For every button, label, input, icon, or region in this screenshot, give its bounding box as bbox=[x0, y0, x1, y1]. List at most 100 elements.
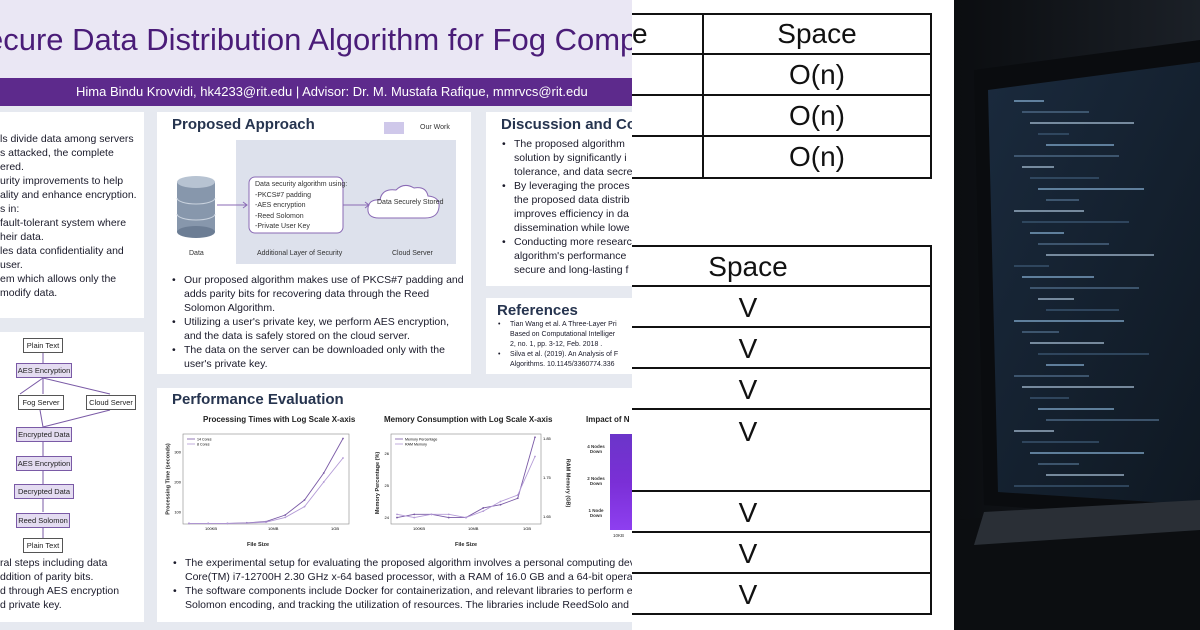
code-line bbox=[1038, 353, 1149, 355]
algorithm-line: -Reed Solomon bbox=[255, 212, 304, 220]
top-table-border bbox=[632, 94, 932, 96]
approach-title: Proposed Approach bbox=[172, 116, 315, 133]
bullet-item: By leveraging the proces the proposed dat… bbox=[500, 179, 632, 235]
data-point bbox=[447, 516, 450, 519]
bullet-line: Algorithms. 10.1145/3360774.336 bbox=[510, 361, 615, 368]
legend-label: Our Work bbox=[420, 124, 450, 131]
bullet-line: Solomon encoding, and tracking the utili… bbox=[185, 599, 632, 611]
cloud-icon bbox=[367, 184, 440, 219]
code-line bbox=[1014, 485, 1129, 487]
bullet-item: The experimental setup for evaluating th… bbox=[171, 556, 632, 584]
code-line bbox=[1022, 441, 1099, 443]
text-line: d private key. bbox=[0, 599, 62, 611]
bottom-table-border bbox=[632, 245, 932, 247]
discussion-title: Discussion and Conc bbox=[501, 116, 632, 133]
data-point bbox=[284, 516, 287, 519]
top-table-cell: O(n) bbox=[789, 141, 845, 172]
bottom-table-border bbox=[632, 326, 932, 328]
y-tick-label: 200 bbox=[174, 480, 181, 485]
data-point bbox=[482, 507, 485, 509]
bullet-item: The software components include Docker f… bbox=[171, 584, 632, 612]
algorithm-line: Data security algorithm using: bbox=[255, 181, 348, 188]
bullet-line: The experimental setup for evaluating th… bbox=[185, 557, 632, 569]
bullet-line: tolerance, and data secre bbox=[514, 166, 632, 178]
chart2-y2label: RAM Memory (GB) bbox=[564, 458, 571, 508]
bullet-line: dissemination while lowe bbox=[514, 222, 630, 234]
bullet-item: Our proposed algorithm makes use of PKCS… bbox=[170, 273, 464, 315]
legend-label: Memory Percentage bbox=[405, 438, 437, 442]
bullet-item: The proposed algorithm solution by signif… bbox=[500, 137, 632, 179]
text-line: d through AES encryption bbox=[0, 585, 120, 597]
legend-swatch bbox=[384, 122, 404, 134]
code-line bbox=[1038, 408, 1114, 410]
text-line: em which allows only the bbox=[0, 273, 117, 285]
bottom-table-border bbox=[632, 531, 932, 533]
bottom-table-border bbox=[930, 245, 932, 615]
code-line bbox=[1046, 144, 1114, 146]
code-line bbox=[1014, 210, 1084, 212]
x-tick-label: 1GB bbox=[331, 526, 339, 531]
y2-tick-label: 1.65 bbox=[543, 514, 552, 519]
code-line bbox=[1014, 375, 1089, 377]
data-point bbox=[499, 500, 502, 503]
flow-node-plain-text-2: Plain Text bbox=[23, 538, 63, 553]
data-point bbox=[430, 513, 433, 516]
bullet-line: Tian Wang et al. A Three-Layer Pri bbox=[510, 321, 617, 328]
bullet-line: Conducting more researc bbox=[514, 236, 632, 248]
data-point bbox=[245, 522, 248, 524]
code-line bbox=[1022, 331, 1059, 333]
heatmap-ytick-2: 2 Nodes Down bbox=[587, 476, 605, 486]
flow-node-decrypted-data: Decrypted Data bbox=[14, 484, 74, 499]
code-line bbox=[1014, 155, 1119, 157]
bottom-table-cell: V bbox=[738, 416, 758, 447]
chart1-xlabel: File Size bbox=[247, 542, 270, 548]
code-line bbox=[1046, 199, 1079, 201]
text-line: urity improvements to help bbox=[0, 175, 124, 187]
bullet-item: Tian Wang et al. A Three-Layer Pri Based … bbox=[496, 320, 618, 350]
data-point bbox=[447, 513, 450, 516]
heatmap-ytick-4: 4 Nodes Down bbox=[587, 444, 605, 454]
flow-node-plain-text: Plain Text bbox=[23, 338, 63, 353]
performance-title: Performance Evaluation bbox=[172, 391, 344, 408]
top-table-border bbox=[632, 13, 932, 15]
bullet-line: improves efficiency in da bbox=[514, 208, 629, 220]
bullet-line: Core(TM) i7-12700H 2.30 GHz x-64 based p… bbox=[185, 571, 632, 583]
discussion-panel: Discussion and Conc The proposed algorit… bbox=[486, 112, 632, 286]
plot-area bbox=[390, 433, 542, 525]
data-point bbox=[284, 514, 287, 516]
legend-label: RAM Memory bbox=[405, 443, 427, 447]
diagram-label-cloud: Cloud Server bbox=[392, 250, 433, 257]
x-tick-label: 100KB bbox=[413, 526, 425, 531]
top-table-cell: O(n) bbox=[789, 59, 845, 90]
top-table-border bbox=[702, 13, 704, 179]
bullet-line: user's private key. bbox=[184, 358, 268, 370]
flow-node-aes-encryption-2: AES Encryption bbox=[16, 456, 72, 471]
text-line: user. bbox=[0, 259, 23, 271]
chart1-title: Processing Times with Log Scale X-axis bbox=[203, 415, 356, 424]
title-band: ecure Data Distribution Algorithm for Fo… bbox=[0, 0, 632, 78]
chart3-title: Impact of N bbox=[586, 415, 630, 424]
top-table-border bbox=[632, 53, 932, 55]
heatmap-cell bbox=[610, 434, 632, 530]
diagram-label-data: Data bbox=[189, 250, 204, 257]
bullet-line: The data on the server can be downloaded… bbox=[184, 344, 445, 356]
y-tick-label: 100 bbox=[174, 510, 181, 515]
bottom-table-border bbox=[632, 408, 932, 410]
y2-tick-label: 1.85 bbox=[543, 436, 552, 441]
bullet-line: Silva et al. (2019). An Analysis of F bbox=[510, 351, 619, 358]
references-list: Tian Wang et al. A Three-Layer Pri Based … bbox=[496, 320, 618, 370]
heatmap-xtick: 10KB bbox=[613, 533, 625, 538]
data-point bbox=[322, 481, 325, 483]
flow-node-fog-server: Fog Server bbox=[18, 395, 64, 410]
code-line bbox=[1022, 276, 1094, 278]
data-point bbox=[534, 436, 536, 439]
code-line bbox=[1046, 419, 1159, 421]
bullet-line: the proposed data distrib bbox=[514, 194, 630, 206]
code-line bbox=[1030, 397, 1069, 399]
bullet-line: 2, no. 1, pp. 3-12, Feb. 2018 . bbox=[510, 341, 603, 348]
discussion-bullets: The proposed algorithm solution by signif… bbox=[500, 137, 632, 277]
bottom-table-header: Space bbox=[708, 251, 788, 282]
code-line bbox=[1038, 298, 1074, 300]
